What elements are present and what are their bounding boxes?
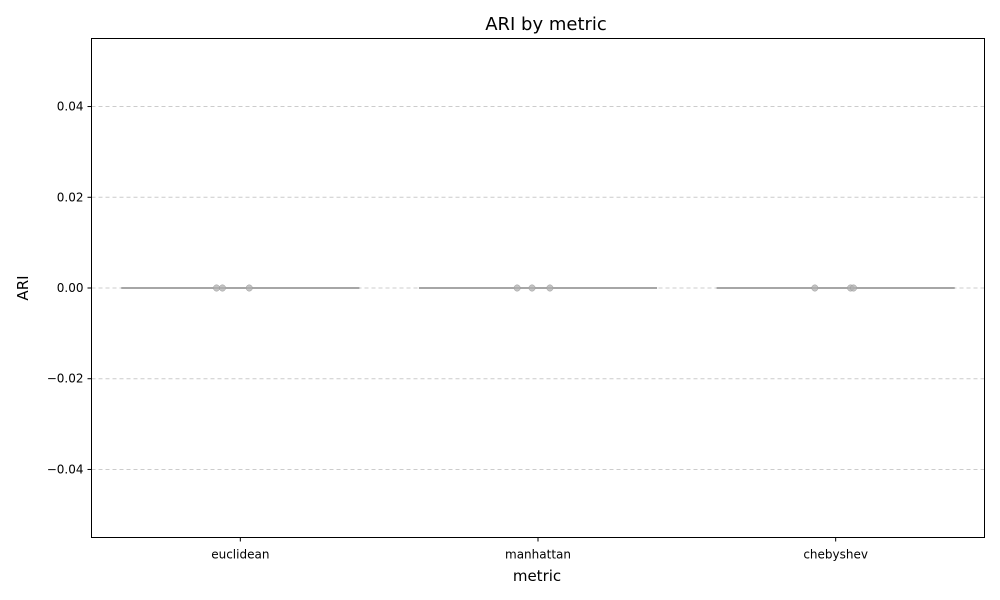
data-point <box>245 284 253 292</box>
data-point <box>213 284 220 292</box>
y-tick-label: 0.00 <box>57 281 84 295</box>
chart-title: ARI by metric <box>485 14 607 35</box>
data-point <box>850 284 857 292</box>
x-axis-label: metric <box>513 567 561 585</box>
x-tick-label-chebyshev: chebyshev <box>803 548 868 562</box>
y-axis-label: ARI <box>14 275 32 300</box>
data-point <box>219 284 226 292</box>
data-point <box>513 284 521 292</box>
data-point <box>811 284 819 292</box>
data-point <box>546 284 554 292</box>
y-tick-label: −0.02 <box>47 372 84 386</box>
data-point <box>528 284 536 292</box>
data-points <box>213 284 857 292</box>
y-tick-label: 0.04 <box>57 100 84 114</box>
x-tick-label-manhattan: manhattan <box>505 548 571 562</box>
y-axis-ticks: 0.04 0.02 0.00 −0.02 −0.04 <box>47 100 92 476</box>
x-axis-ticks: euclidean manhattan chebyshev <box>211 537 868 562</box>
y-tick-label: −0.04 <box>47 462 84 476</box>
x-tick-label-euclidean: euclidean <box>211 548 269 562</box>
y-tick-label: 0.02 <box>57 190 84 204</box>
